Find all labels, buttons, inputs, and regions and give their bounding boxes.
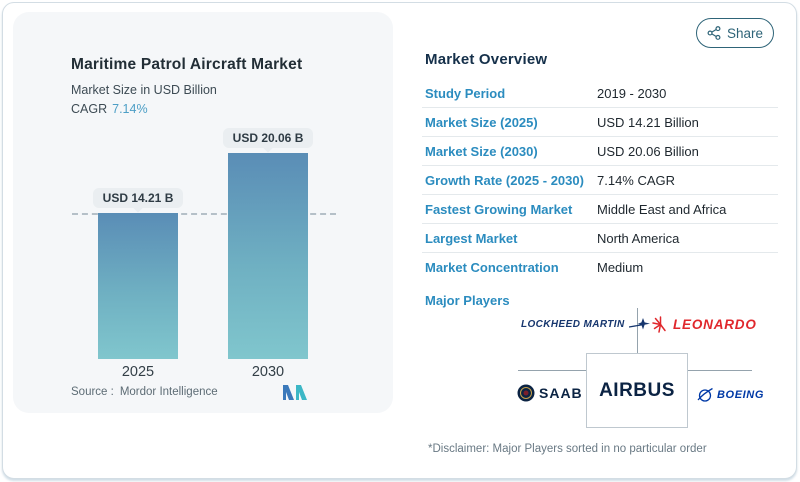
row-label: Study Period bbox=[425, 85, 506, 101]
airbus-logo-box: AIRBUS bbox=[586, 353, 688, 428]
table-row: Largest Market North America bbox=[422, 224, 778, 253]
row-value: Middle East and Africa bbox=[597, 201, 727, 217]
table-row: Fastest Growing Market Middle East and A… bbox=[422, 195, 778, 224]
lockheed-star-icon bbox=[628, 318, 650, 330]
boeing-logo: BOEING bbox=[697, 387, 764, 402]
chart-cagr: CAGR 7.14% bbox=[71, 102, 148, 116]
saab-logo-text: SAAB bbox=[539, 385, 583, 401]
row-value: 7.14% CAGR bbox=[597, 172, 676, 188]
market-overview-table: Study Period 2019 - 2030 Market Size (20… bbox=[422, 79, 778, 282]
x-axis-label-2025: 2025 bbox=[121, 364, 155, 380]
row-value: USD 20.06 Billion bbox=[597, 143, 699, 159]
row-label: Fastest Growing Market bbox=[425, 201, 573, 217]
boeing-logo-text: BOEING bbox=[717, 388, 764, 401]
bar-2030 bbox=[228, 153, 308, 359]
saab-roundel-icon bbox=[517, 384, 535, 402]
bar-value-badge-2030: USD 20.06 B bbox=[222, 128, 314, 153]
row-value: 2019 - 2030 bbox=[597, 85, 667, 101]
row-label: Market Size (2030) bbox=[425, 143, 538, 159]
table-row: Study Period 2019 - 2030 bbox=[422, 79, 778, 108]
chart-title: Maritime Patrol Aircraft Market bbox=[71, 56, 303, 73]
cagr-value: 7.14% bbox=[112, 102, 148, 116]
row-label: Market Size (2025) bbox=[425, 114, 538, 130]
table-row: Market Size (2030) USD 20.06 Billion bbox=[422, 137, 778, 166]
mordor-intelligence-logo-icon bbox=[283, 385, 307, 400]
share-button-label: Share bbox=[726, 25, 764, 41]
leonardo-sunburst-icon bbox=[652, 316, 666, 333]
share-button[interactable]: Share bbox=[696, 18, 774, 48]
x-axis-label-2030: 2030 bbox=[251, 364, 285, 380]
major-players-label: Major Players bbox=[425, 293, 510, 308]
row-label: Market Concentration bbox=[425, 260, 559, 275]
chart-panel: Maritime Patrol Aircraft Market Market S… bbox=[13, 12, 393, 413]
bar-group-2030: USD 20.06 B bbox=[222, 128, 314, 359]
lockheed-martin-logo-text: LOCKHEED MARTIN bbox=[521, 319, 625, 330]
market-overview-heading: Market Overview bbox=[425, 51, 548, 68]
row-value: North America bbox=[597, 230, 680, 246]
connector-vertical-line bbox=[637, 308, 638, 353]
connector-horizontal-line-right bbox=[688, 370, 752, 371]
leonardo-logo-text: LEONARDO bbox=[673, 317, 757, 332]
row-value: Medium bbox=[597, 260, 644, 275]
bar-value-badge-2025: USD 14.21 B bbox=[92, 188, 184, 213]
share-nodes-icon bbox=[707, 26, 721, 40]
chart-subtitle: Market Size in USD Billion bbox=[71, 83, 217, 97]
reference-dashed-line bbox=[72, 213, 336, 215]
lockheed-martin-logo: LOCKHEED MARTIN bbox=[521, 318, 651, 331]
cagr-label: CAGR bbox=[71, 102, 108, 116]
leonardo-logo: LEONARDO bbox=[652, 316, 757, 333]
row-value: USD 14.21 Billion bbox=[597, 114, 699, 130]
row-label: Growth Rate (2025 - 2030) bbox=[425, 172, 584, 188]
connector-horizontal-line-left bbox=[518, 370, 586, 371]
table-row: Growth Rate (2025 - 2030) 7.14% CAGR bbox=[422, 166, 778, 195]
bar-2025 bbox=[98, 213, 178, 359]
source-value: Mordor Intelligence bbox=[119, 386, 218, 398]
bar-group-2025: USD 14.21 B bbox=[92, 188, 184, 359]
boeing-swoosh-icon bbox=[697, 387, 713, 402]
bar-value-label-2030: USD 20.06 B bbox=[222, 128, 314, 148]
bar-value-label-2025: USD 14.21 B bbox=[92, 188, 184, 208]
row-label: Largest Market bbox=[425, 230, 518, 246]
source-row: Source : Mordor Intelligence bbox=[71, 386, 218, 398]
disclaimer-text: *Disclaimer: Major Players sorted in no … bbox=[428, 443, 707, 455]
table-row: Market Size (2025) USD 14.21 Billion bbox=[422, 108, 778, 137]
saab-logo: SAAB bbox=[517, 384, 583, 402]
airbus-logo-text: AIRBUS bbox=[599, 379, 675, 401]
table-row: Market Concentration Medium bbox=[422, 253, 778, 282]
source-label: Source : bbox=[71, 386, 114, 398]
